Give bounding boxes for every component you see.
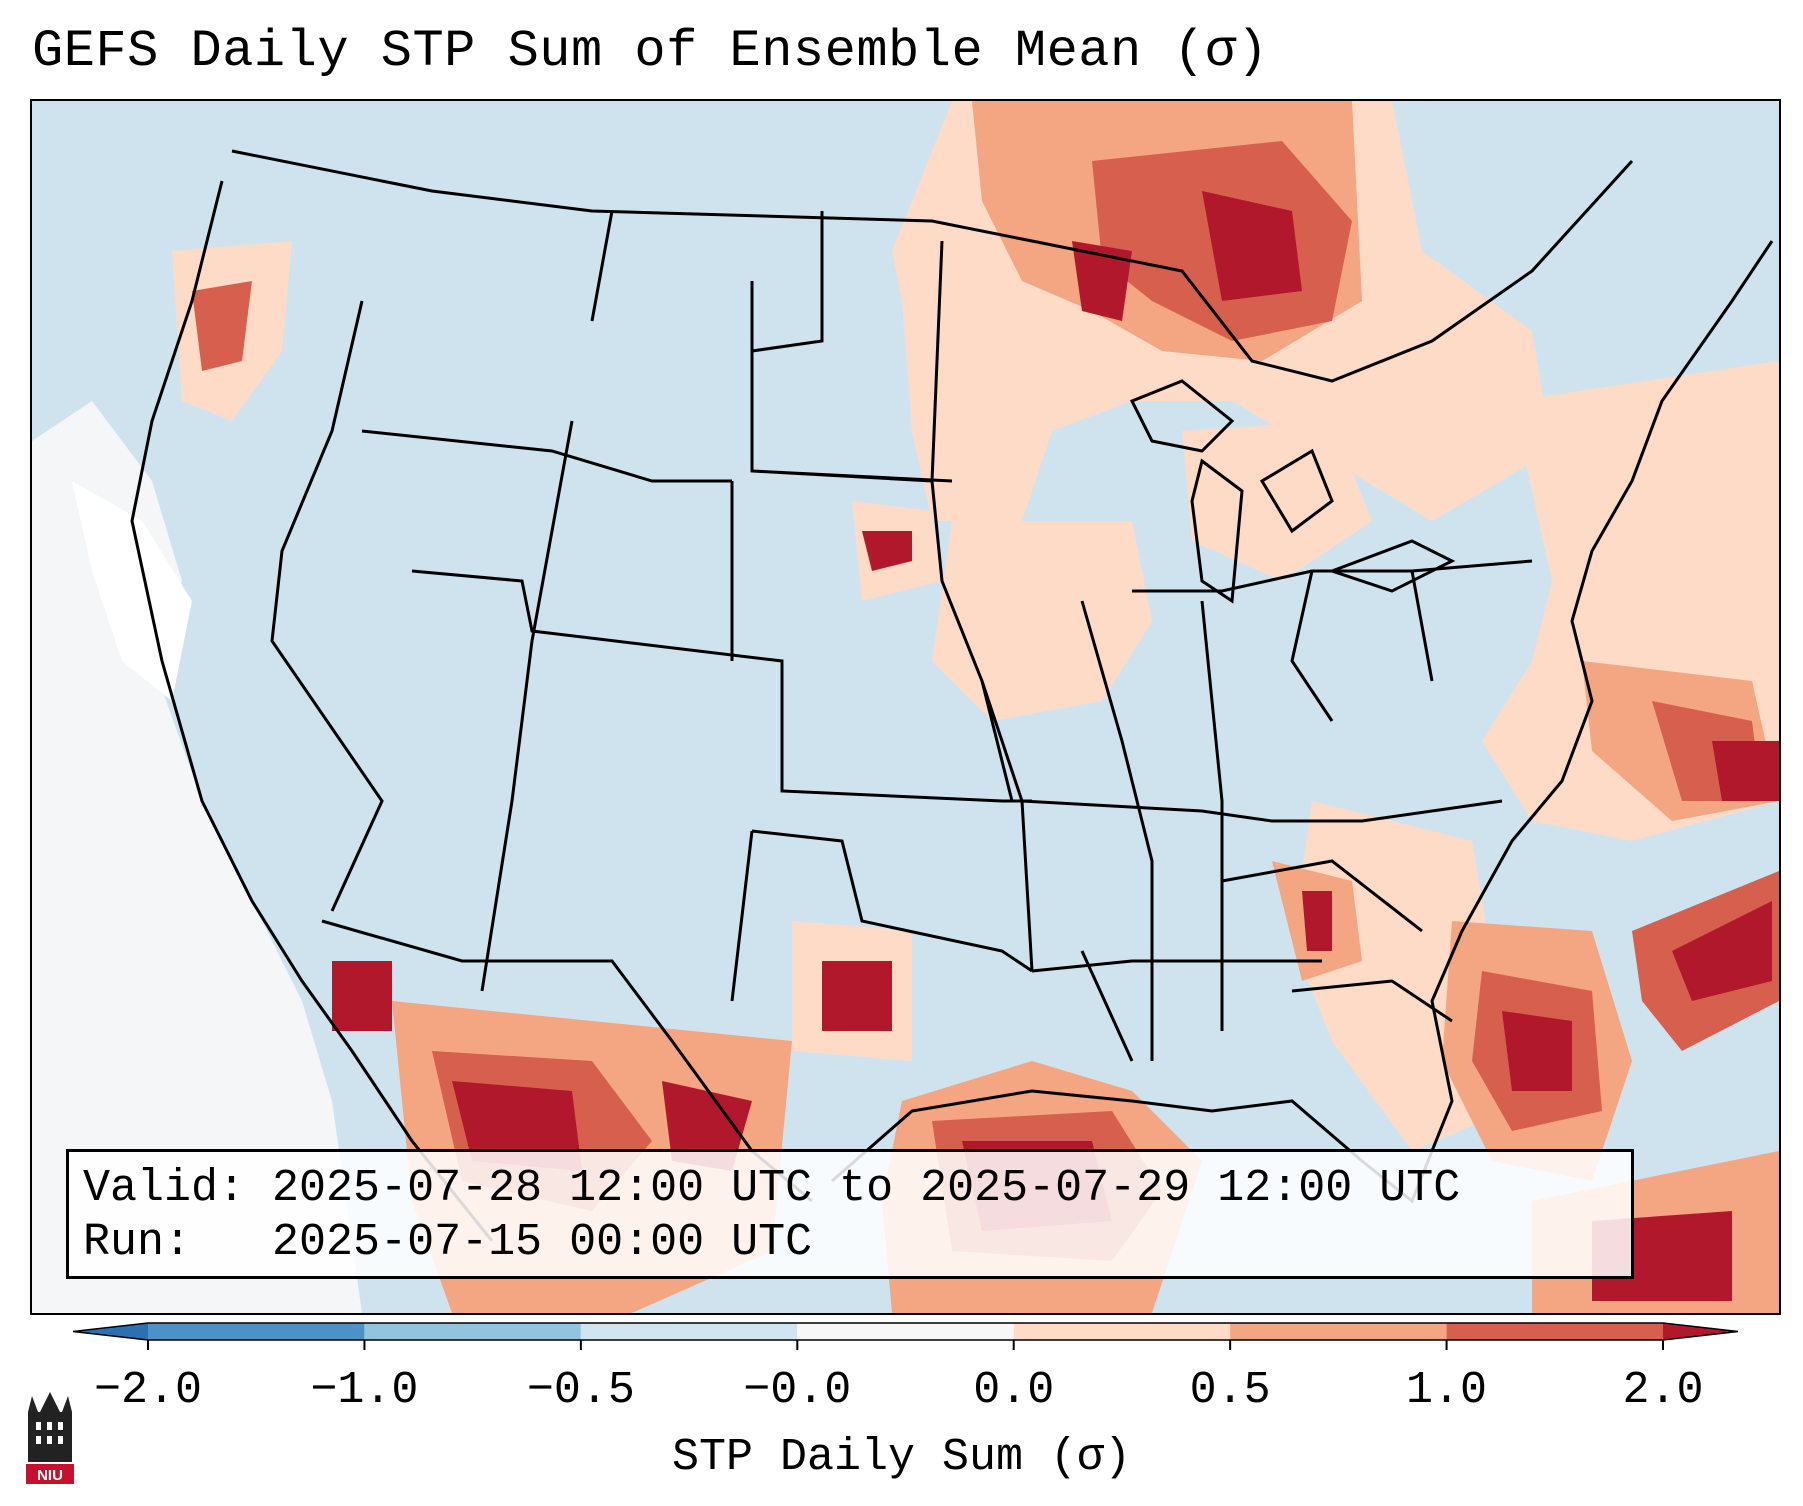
- valid-label: Valid:: [83, 1163, 246, 1214]
- colorbar-tick-label: 0.0: [973, 1365, 1055, 1416]
- map-panel: [30, 99, 1781, 1315]
- colorbar-tick-label: −0.0: [743, 1365, 852, 1416]
- colorbar-segment: [1446, 1323, 1663, 1340]
- colorbar-tick-label: 2.0: [1622, 1365, 1704, 1416]
- colorbar-tick-label: −0.5: [526, 1365, 635, 1416]
- colorbar-tick-label: 0.5: [1189, 1365, 1271, 1416]
- great-lakes: [1129, 379, 1456, 604]
- logo-text: NIU: [37, 1467, 63, 1484]
- niu-logo: NIU: [26, 1392, 74, 1484]
- info-box: Valid: 2025-07-28 12:00 UTC to 2025-07-2…: [66, 1149, 1634, 1279]
- colorbar-label: STP Daily Sum (σ): [671, 1432, 1132, 1483]
- run-value: 2025-07-15 00:00 UTC: [272, 1217, 813, 1268]
- west-coast: [130, 180, 494, 1242]
- colorbar-segment: [797, 1323, 1014, 1340]
- valid-value: 2025-07-28 12:00 UTC to 2025-07-29 12:00…: [272, 1163, 1461, 1214]
- pacific-neutral-area-2: [72, 481, 192, 701]
- gulf-coast: [831, 240, 1774, 1204]
- stp-map: [32, 101, 1779, 1313]
- anomaly-regions: [172, 101, 1779, 1313]
- colorbar-outline: [72, 1322, 1739, 1341]
- colorbar-tick-label: −1.0: [310, 1365, 419, 1416]
- state-lines: [270, 210, 1533, 1062]
- figure-title: GEFS Daily STP Sum of Ensemble Mean (σ): [32, 22, 1269, 81]
- run-label: Run:: [83, 1217, 192, 1268]
- colorbar-extend-low: [73, 1323, 148, 1340]
- colorbar-segment: [364, 1323, 581, 1340]
- colorbar-segment: [1230, 1323, 1447, 1340]
- colorbar-tick-label: −2.0: [93, 1365, 203, 1416]
- colorbar-segment: [1013, 1323, 1231, 1340]
- colorbar-extend-high: [1663, 1323, 1738, 1340]
- colorbar-tick-label: 1.0: [1406, 1365, 1488, 1416]
- colorbar-segment: [580, 1323, 798, 1340]
- colorbar-segment: [148, 1323, 365, 1340]
- us-canada-border: [231, 149, 1634, 383]
